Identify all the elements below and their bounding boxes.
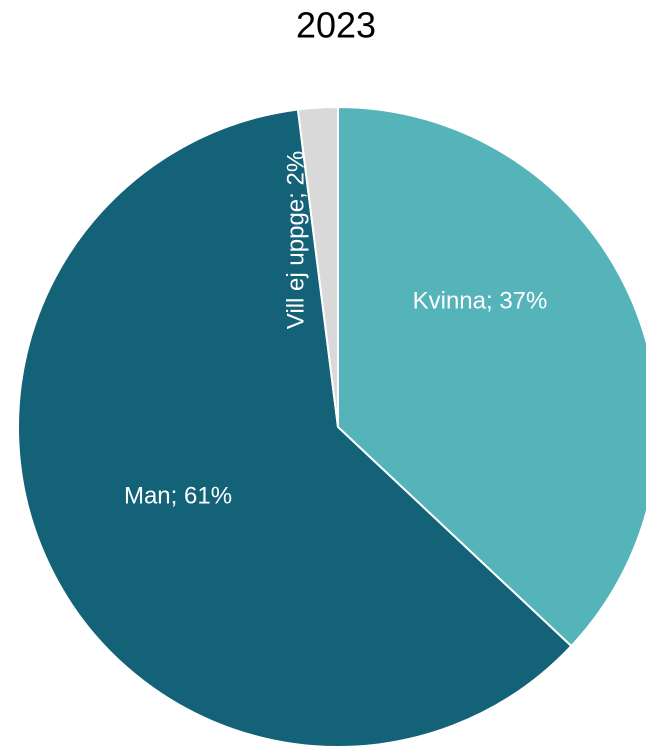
chart-title: 2023 (296, 5, 376, 46)
pie-slice (17, 108, 573, 747)
slice-label: Man; 61% (124, 482, 232, 509)
pie-slice (296, 105, 339, 428)
slice-label: Kvinna; 37% (413, 287, 548, 314)
pie-slice (337, 105, 646, 648)
slice-label: Vill ej uppge; 2% (282, 151, 309, 329)
